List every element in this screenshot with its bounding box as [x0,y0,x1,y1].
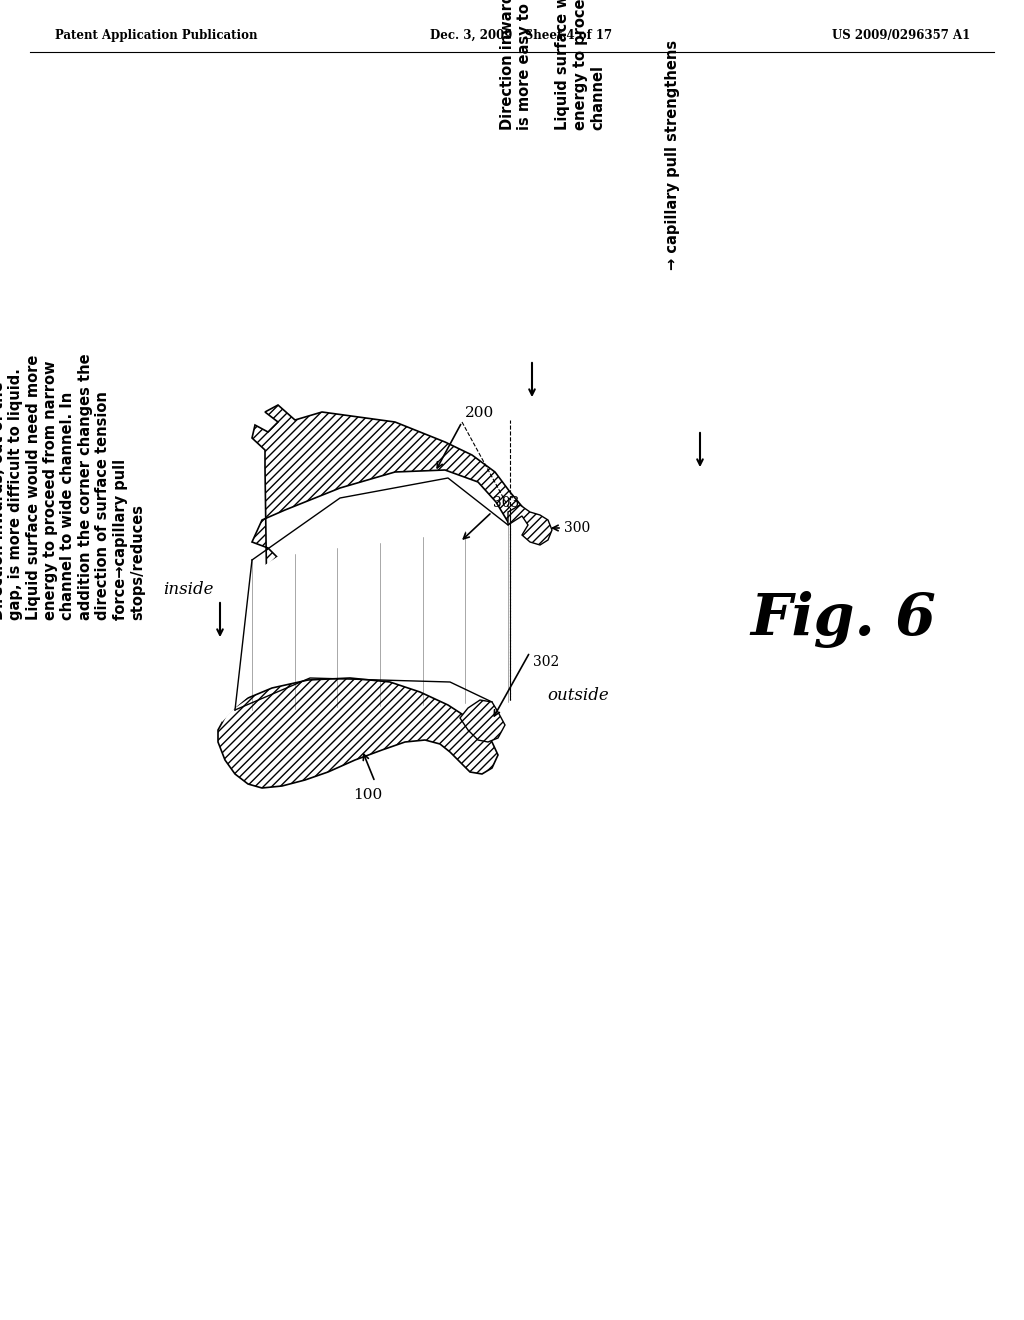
Polygon shape [220,478,508,722]
Polygon shape [508,506,552,545]
Text: → capillary pull strengthens: → capillary pull strengthens [665,40,680,271]
Text: Direction inwards, into the gap,
is more easy to liquid.: Direction inwards, into the gap, is more… [500,0,532,129]
Text: 200: 200 [465,407,495,420]
Polygon shape [232,405,525,680]
Text: 300: 300 [564,521,590,535]
Text: 303: 303 [493,496,519,510]
Text: US 2009/0296357 A1: US 2009/0296357 A1 [831,29,970,41]
Text: Fig. 6: Fig. 6 [750,591,936,648]
Text: Dec. 3, 2009   Sheet 4 of 17: Dec. 3, 2009 Sheet 4 of 17 [430,29,612,41]
Text: 100: 100 [353,788,383,803]
Text: outside: outside [547,686,609,704]
Text: inside: inside [163,582,213,598]
Polygon shape [460,700,505,742]
Text: 302: 302 [534,655,559,669]
Text: Direction inwards, out of the
gap, is more difficult to liquid.
Liquid surface w: Direction inwards, out of the gap, is mo… [0,354,145,620]
Polygon shape [218,678,498,788]
Text: Liquid surface would need less
energy to proceed to narrowing
channel: Liquid surface would need less energy to… [555,0,605,129]
Text: Patent Application Publication: Patent Application Publication [55,29,257,41]
